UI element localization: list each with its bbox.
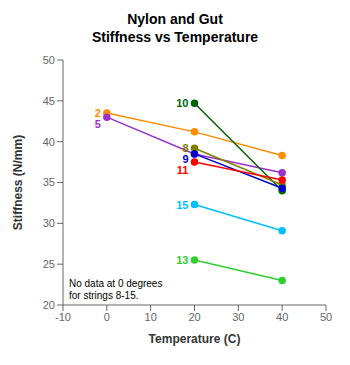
svg-text:8: 8 (182, 142, 189, 155)
svg-text:35: 35 (43, 176, 55, 188)
svg-text:50: 50 (320, 311, 332, 323)
svg-text:50: 50 (43, 54, 55, 66)
svg-text:-10: -10 (55, 311, 71, 323)
svg-text:30: 30 (232, 311, 244, 323)
svg-text:9: 9 (182, 153, 189, 166)
html-text:Nylon and Gut Stiffness vs Tem: Nylon and Gut Stiffness vs Temperature (91, 11, 259, 45)
svg-text:15: 15 (176, 199, 188, 211)
svg-text:0: 0 (104, 311, 110, 323)
svg-text:20: 20 (188, 311, 200, 323)
svg-text:Temperature (C): Temperature (C) (149, 332, 241, 346)
svg-text:No data at 0 degreesfor string: No data at 0 degreesfor strings 8-15. (69, 278, 162, 301)
svg-text:30: 30 (43, 217, 55, 229)
svg-text:10: 10 (145, 311, 157, 323)
svg-text:13: 13 (176, 254, 188, 266)
svg-text:2: 2 (94, 107, 101, 120)
svg-text:Stiffness (N/mm): Stiffness (N/mm) (11, 135, 25, 230)
svg-text:25: 25 (43, 258, 55, 270)
svg-text:45: 45 (43, 95, 55, 107)
svg-text:20: 20 (43, 299, 55, 311)
svg-text:5: 5 (95, 118, 101, 130)
svg-text:40: 40 (276, 311, 288, 323)
svg-text:40: 40 (43, 136, 55, 148)
svg-text:10: 10 (176, 97, 188, 109)
svg-text:11: 11 (177, 164, 189, 176)
